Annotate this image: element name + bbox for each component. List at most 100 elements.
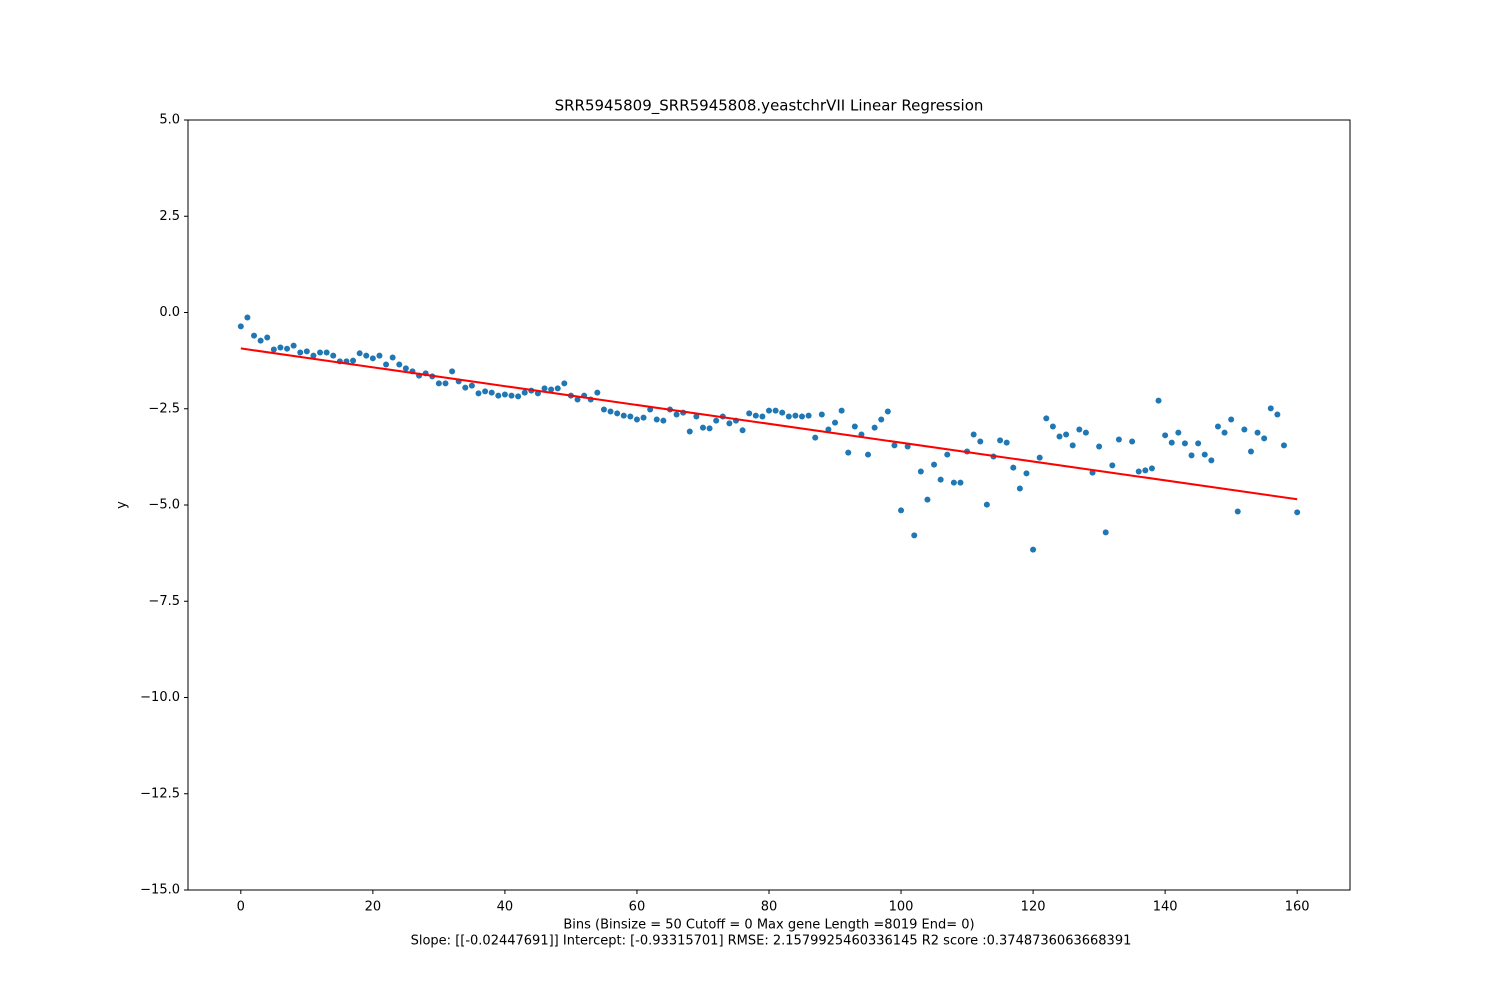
x-tick-label: 40 xyxy=(497,900,514,915)
data-point xyxy=(600,406,607,413)
data-point xyxy=(805,412,812,419)
data-point xyxy=(1162,432,1169,439)
data-point xyxy=(482,388,489,395)
data-point xyxy=(1056,433,1063,440)
data-point xyxy=(620,412,627,419)
data-point xyxy=(1261,435,1268,442)
data-point xyxy=(713,417,720,424)
data-point xyxy=(468,382,475,389)
data-point xyxy=(838,407,845,414)
data-point xyxy=(1280,442,1287,449)
data-point xyxy=(1102,529,1109,536)
data-point xyxy=(270,346,277,353)
data-point xyxy=(640,414,647,421)
data-point xyxy=(1030,546,1037,553)
data-point xyxy=(832,419,839,426)
data-point xyxy=(1115,436,1122,443)
data-point xyxy=(1221,429,1228,436)
data-point xyxy=(766,407,772,414)
data-point xyxy=(1201,451,1208,458)
x-tick-label: 140 xyxy=(1153,900,1178,915)
data-point xyxy=(957,479,964,486)
y-tick-label: −15.0 xyxy=(140,883,180,898)
data-point xyxy=(746,410,753,417)
y-tick-label: −12.5 xyxy=(140,786,180,801)
data-point xyxy=(845,449,852,456)
data-point xyxy=(851,423,858,430)
data-point xyxy=(653,416,660,423)
data-point xyxy=(1168,439,1175,446)
data-point xyxy=(1155,397,1162,404)
data-point xyxy=(950,479,957,486)
data-point xyxy=(937,476,944,483)
data-point xyxy=(317,349,324,356)
data-point xyxy=(521,389,528,396)
data-point xyxy=(627,413,634,420)
y-tick-label: −7.5 xyxy=(148,594,180,609)
data-point xyxy=(515,393,522,400)
data-point xyxy=(541,385,548,392)
data-point xyxy=(693,413,700,420)
data-point xyxy=(363,352,370,359)
data-point xyxy=(614,410,621,417)
data-point xyxy=(369,355,376,362)
data-point xyxy=(792,412,799,419)
data-point xyxy=(475,390,482,397)
data-point xyxy=(799,413,806,420)
data-point xyxy=(297,349,304,356)
data-point xyxy=(1043,415,1050,422)
data-point xyxy=(277,344,284,351)
data-point xyxy=(818,411,825,418)
data-point xyxy=(356,350,363,357)
data-point xyxy=(1036,454,1043,461)
y-tick-label: −10.0 xyxy=(140,690,180,705)
data-point xyxy=(1016,485,1023,492)
data-point xyxy=(1109,462,1116,469)
data-point xyxy=(1023,470,1030,477)
data-point xyxy=(389,354,396,361)
data-point xyxy=(1175,429,1182,436)
data-point xyxy=(290,342,297,349)
data-point xyxy=(1241,426,1248,433)
data-point xyxy=(924,496,931,503)
data-point xyxy=(1063,431,1070,438)
data-point xyxy=(660,417,667,424)
data-point xyxy=(865,451,872,458)
data-point xyxy=(1010,464,1017,471)
data-point xyxy=(884,408,891,415)
data-point xyxy=(1294,509,1301,516)
data-point xyxy=(931,461,938,468)
data-point xyxy=(917,468,924,475)
data-point xyxy=(1181,440,1188,447)
data-point xyxy=(435,380,442,387)
data-point xyxy=(1208,457,1215,464)
data-point xyxy=(759,413,766,420)
data-point xyxy=(752,412,759,419)
data-point xyxy=(264,334,271,341)
data-point xyxy=(904,443,911,450)
data-point xyxy=(633,416,640,423)
data-point xyxy=(1228,416,1235,423)
data-point xyxy=(1274,411,1281,418)
y-tick-label: 5.0 xyxy=(159,113,180,128)
data-point xyxy=(251,332,258,339)
data-point xyxy=(1247,448,1254,455)
data-point xyxy=(1129,438,1136,445)
data-point xyxy=(244,314,251,321)
data-point xyxy=(310,352,317,359)
data-point xyxy=(785,413,792,420)
data-point xyxy=(561,380,568,387)
data-point xyxy=(1234,508,1241,515)
data-point xyxy=(706,425,713,432)
x-tick-label: 0 xyxy=(237,900,245,915)
plot-frame xyxy=(187,119,1351,891)
x-axis-label: Bins (Binsize = 50 Cutoff = 0 Max gene L… xyxy=(563,918,974,933)
data-point xyxy=(977,438,984,445)
data-point xyxy=(402,365,409,372)
data-point xyxy=(739,427,746,434)
data-point xyxy=(449,368,456,375)
data-point xyxy=(1254,429,1261,436)
y-tick-label: −5.0 xyxy=(148,498,180,513)
